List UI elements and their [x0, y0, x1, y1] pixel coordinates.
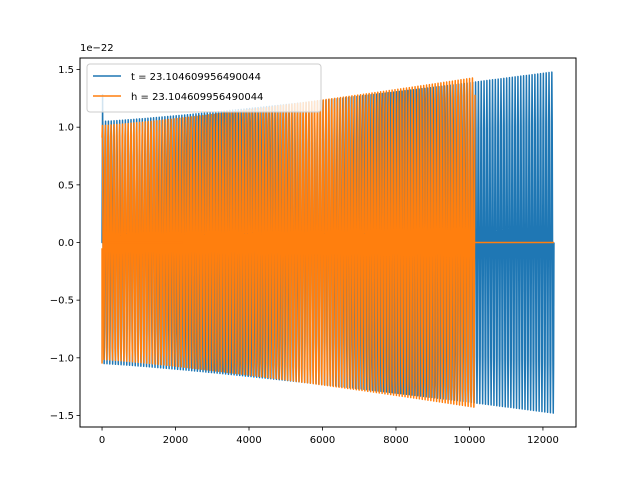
y-tick-label: 0.5 [58, 180, 74, 191]
x-tick-label: 4000 [236, 435, 261, 446]
x-tick-label: 2000 [163, 435, 188, 446]
y-tick-label: 1.5 [58, 65, 74, 76]
series-1 [101, 77, 554, 408]
x-tick-label: 6000 [310, 435, 335, 446]
x-tick-label: 8000 [383, 435, 408, 446]
x-tick-label: 10000 [454, 435, 486, 446]
x-tick-label: 12000 [527, 435, 559, 446]
legend-label: h = 23.104609956490044 [131, 92, 263, 103]
y-axis: −1.5 −1.0 −0.5 0.0 0.5 1.0 1.5 [50, 65, 80, 422]
legend: t = 23.104609956490044 h = 23.10460995649… [86, 63, 322, 113]
x-tick-label: 0 [99, 435, 105, 446]
series-layer [101, 71, 555, 414]
y-tick-label: 1.0 [58, 123, 74, 134]
legend-box [86, 63, 322, 113]
y-tick-label: −0.5 [50, 296, 74, 307]
series-line [101, 77, 476, 408]
y-tick-label: −1.5 [50, 411, 74, 422]
x-axis: 0 2000 4000 6000 8000 10000 12000 [99, 427, 559, 446]
y-offset-label: 1e−22 [80, 43, 114, 54]
legend-label: t = 23.104609956490044 [131, 72, 261, 83]
y-tick-label: −1.0 [50, 353, 74, 364]
y-tick-label: 0.0 [58, 238, 74, 249]
